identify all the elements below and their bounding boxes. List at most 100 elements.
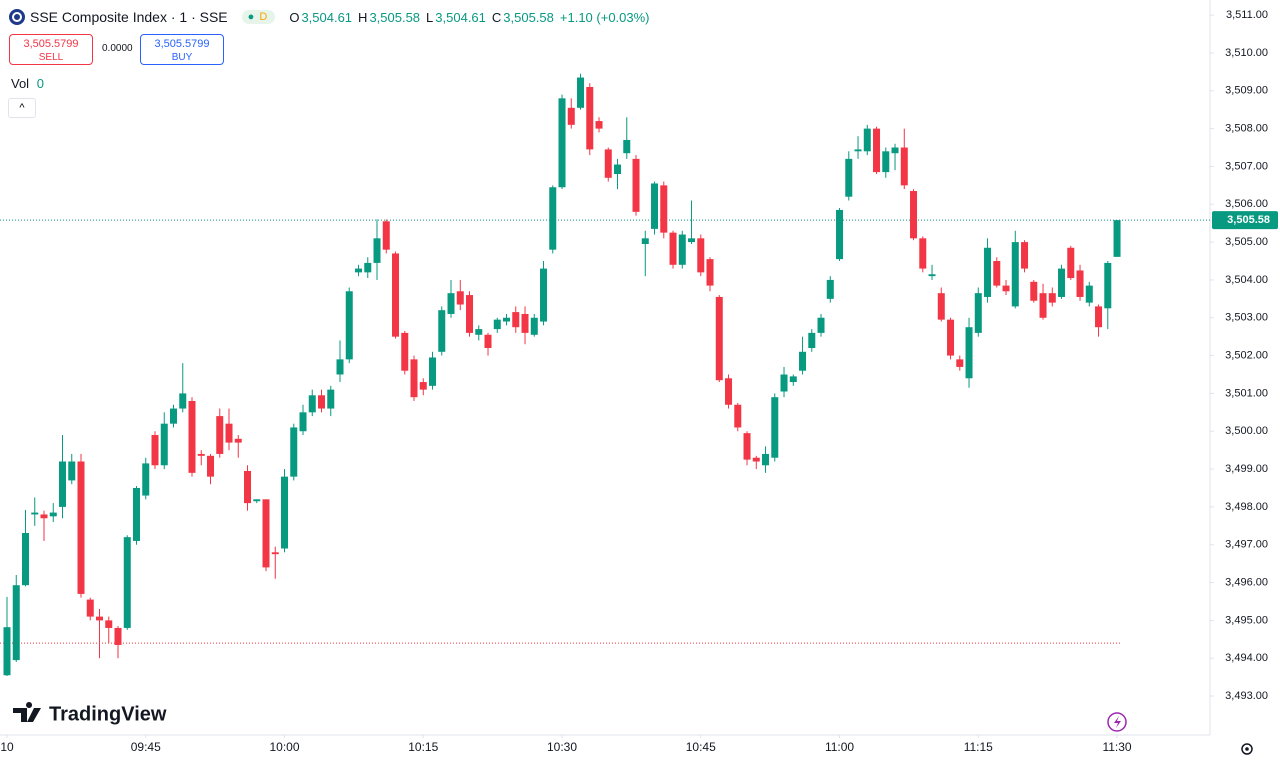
candle-body: [854, 149, 862, 152]
candle-body: [919, 238, 927, 269]
candle-body: [1039, 293, 1047, 318]
candle-body: [928, 274, 936, 277]
candle-body: [1076, 270, 1084, 297]
candle-body: [503, 317, 511, 322]
candle-body: [188, 400, 196, 473]
candle-body: [1095, 306, 1103, 328]
sell-price: 3,505.5799: [23, 38, 79, 50]
candle-body: [429, 357, 437, 386]
candle-body: [290, 427, 298, 477]
candle-body: [1058, 268, 1066, 297]
candle-body: [965, 327, 973, 379]
candle-body: [789, 376, 797, 383]
candle-body: [475, 329, 483, 335]
candle-body: [22, 532, 30, 586]
candle-body: [438, 310, 446, 352]
candle-body: [743, 433, 751, 460]
close-value: 3,505.58: [503, 9, 554, 25]
x-tick-label: 09:45: [131, 740, 161, 754]
candle-body: [725, 378, 733, 405]
candle-body: [734, 404, 742, 428]
candle-body: [12, 585, 20, 661]
candle-body: [142, 463, 150, 496]
candles: [3, 73, 1121, 676]
candle-body: [179, 393, 187, 409]
alert-icon[interactable]: [1107, 712, 1127, 732]
candle-body: [59, 461, 67, 507]
candle-body: [401, 332, 409, 371]
candle-body: [660, 185, 668, 233]
candle-body: [974, 293, 982, 333]
y-tick-label: 3,499.00: [1225, 463, 1268, 475]
symbol-title: SSE Composite Index · 1 · SSE: [30, 9, 228, 25]
x-tick-label: 11:15: [964, 740, 993, 754]
volume-legend: Vol 0: [11, 76, 44, 91]
candle-body: [567, 107, 575, 125]
y-tick-label: 3,506.00: [1225, 198, 1268, 210]
last-price-box: [1212, 211, 1278, 230]
candle-body: [799, 351, 807, 371]
candle-body: [225, 423, 233, 443]
candle-body: [1113, 220, 1121, 257]
candle-body: [540, 268, 548, 322]
candle-body: [392, 253, 400, 337]
y-tick-label: 3,500.00: [1225, 425, 1268, 437]
candle-body: [207, 455, 215, 477]
candle-body: [558, 98, 566, 188]
close-label: C: [491, 9, 502, 25]
x-tick-label: 10:00: [269, 740, 299, 754]
y-tick-label: 3,509.00: [1225, 85, 1268, 97]
candle-body: [244, 470, 252, 504]
candle-body: [77, 461, 85, 594]
candle-body: [447, 293, 455, 314]
low-value: 3,504.61: [435, 9, 486, 25]
candle-body: [604, 149, 612, 178]
y-tick-label: 3,508.00: [1225, 123, 1268, 135]
candle-body: [327, 389, 335, 409]
candle-body: [521, 313, 529, 333]
candle-body: [900, 147, 908, 186]
status-badge: ● D: [241, 10, 276, 24]
candle-body: [956, 359, 964, 367]
candle-body: [632, 158, 640, 212]
candle-body: [817, 317, 825, 333]
sell-button[interactable]: 3,505.5799 SELL: [9, 34, 93, 65]
candle-body: [752, 457, 760, 462]
brand-icon: [13, 702, 41, 722]
candle-body: [133, 487, 141, 541]
settings-icon[interactable]: [1241, 743, 1253, 755]
collapse-button[interactable]: ^: [8, 98, 36, 118]
candle-body: [253, 499, 261, 502]
x-tick-label: 11:30: [1102, 740, 1131, 754]
symbol-logo: [9, 9, 25, 25]
candle-body: [1011, 242, 1019, 307]
candle-body: [262, 499, 270, 568]
y-tick-label: 3,497.00: [1225, 539, 1268, 551]
candle-body: [336, 359, 344, 375]
y-tick-label: 3,504.00: [1225, 274, 1268, 286]
brand-text: TradingView: [49, 703, 167, 725]
y-tick-label: 3,510.00: [1225, 47, 1268, 59]
candle-body: [197, 453, 205, 456]
candle-body: [318, 395, 326, 409]
candle-body: [780, 374, 788, 392]
candle-body: [614, 164, 622, 175]
candle-body: [947, 319, 955, 356]
candle-body: [595, 121, 603, 129]
buy-button[interactable]: 3,505.5799 BUY: [140, 34, 224, 65]
volume-value: 0: [36, 76, 44, 91]
candle-body: [68, 461, 76, 481]
candle-body: [216, 416, 224, 454]
candle-body: [836, 209, 844, 260]
y-tick-label: 3,511.00: [1226, 9, 1268, 21]
y-tick-label: 3,503.00: [1225, 312, 1268, 324]
candle-body: [984, 247, 992, 297]
candle-body: [355, 268, 363, 273]
candle-body: [641, 238, 649, 244]
low-label: L: [426, 9, 434, 25]
candle-body: [512, 312, 520, 328]
candle-body: [170, 408, 178, 424]
candle-body: [493, 319, 501, 330]
x-tick-label: 11:00: [825, 740, 854, 754]
